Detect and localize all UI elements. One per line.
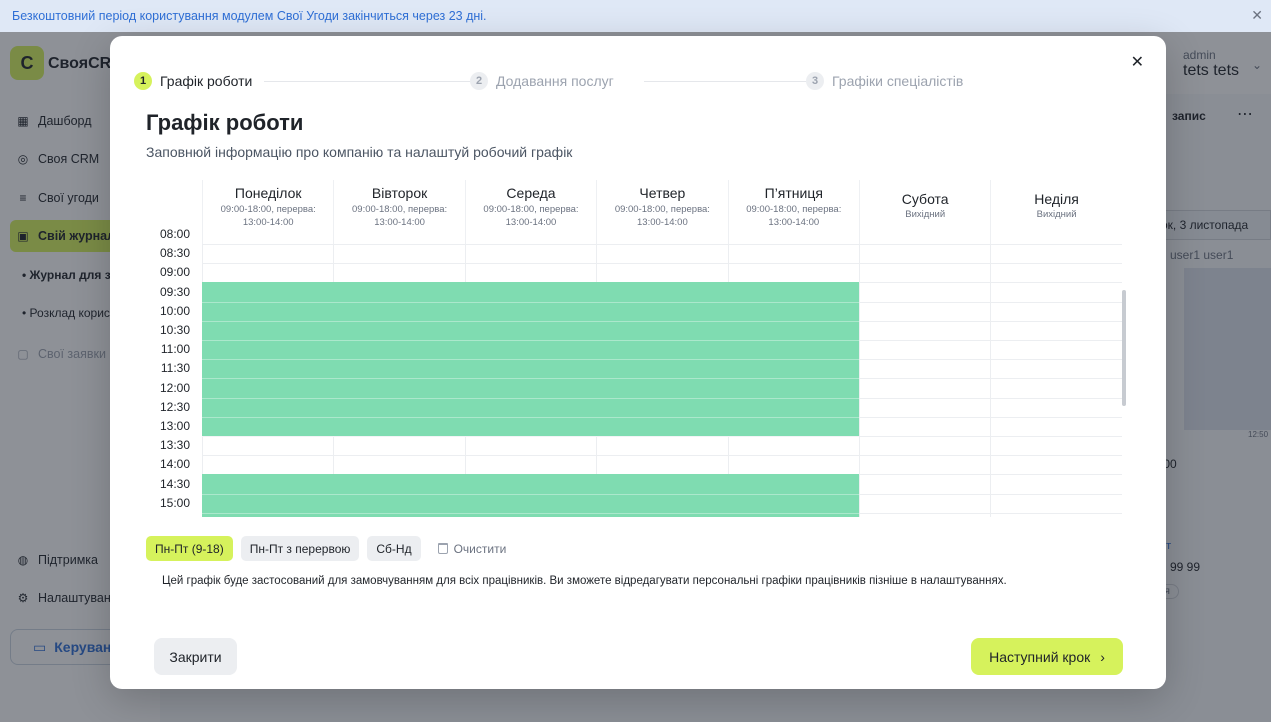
- schedule-note: Цей графік буде застосований для замовчу…: [162, 575, 1007, 587]
- time-label: 11:00: [160, 342, 190, 357]
- block-divider: [202, 340, 859, 341]
- day-header[interactable]: Середа 09:00-18:00, перерва: 13:00-14:00: [464, 180, 596, 244]
- step-number: 1: [134, 72, 152, 90]
- grid-row-line: [202, 263, 1122, 265]
- step-label: Додавання послуг: [496, 73, 614, 89]
- time-label: 12:30: [159, 399, 190, 414]
- block-divider: [202, 301, 859, 303]
- time-label: 09:00: [159, 265, 190, 280]
- step-number: 3: [806, 72, 824, 90]
- time-label: 15:00: [159, 495, 190, 510]
- step-2: 2 Додавання послуг: [470, 72, 614, 90]
- grid-row-line: [202, 244, 1122, 245]
- day-header[interactable]: Четвер 09:00-18:00, перерва: 13:00-14:00: [596, 180, 727, 244]
- next-step-button[interactable]: Наступний крок ›: [971, 638, 1123, 675]
- preset-weekdays-button[interactable]: Пн-Пт (9-18): [146, 536, 233, 561]
- step-1: 1 Графік роботи: [134, 72, 252, 90]
- time-label: 10:00: [159, 303, 190, 318]
- working-hours-block[interactable]: [202, 474, 859, 517]
- day-name: Четвер: [639, 185, 686, 201]
- preset-weekend-button[interactable]: Сб-Нд: [367, 536, 421, 561]
- time-label: 12:00: [159, 380, 190, 395]
- day-name: Понеділок: [234, 185, 302, 201]
- time-label: 11:30: [160, 361, 190, 376]
- block-divider: [202, 320, 859, 322]
- grid-row-line: [202, 436, 1122, 437]
- step-3: 3 Графіки спеціалістів: [806, 72, 963, 90]
- day-header[interactable]: Субота Вихідний: [859, 180, 990, 244]
- clear-button[interactable]: Очистити: [429, 536, 516, 561]
- block-divider: [202, 378, 859, 380]
- block-divider: [202, 359, 859, 361]
- day-header[interactable]: Неділя Вихідний: [990, 180, 1121, 244]
- grid-row-line: [202, 455, 1122, 457]
- grid-scrollbar[interactable]: [1122, 290, 1126, 406]
- trial-banner-text: Безкоштовний період користування модулем…: [12, 9, 487, 23]
- modal-subtitle: Заповнюй інформацію про компанію та нала…: [146, 144, 573, 160]
- block-divider: [202, 397, 859, 399]
- stepper: 1 Графік роботи 2 Додавання послуг 3 Гра…: [134, 72, 964, 92]
- modal-title: Графік роботи: [146, 110, 304, 135]
- time-label: 14:00: [159, 457, 190, 472]
- day-name: Вівторок: [371, 185, 428, 201]
- time-label: 09:30: [159, 284, 190, 299]
- day-hours: 09:00-18:00, перерва: 13:00-14:00: [220, 204, 316, 228]
- step-number: 2: [470, 72, 488, 90]
- trash-icon: [437, 543, 448, 554]
- time-label: 10:30: [159, 323, 190, 337]
- working-hours-block[interactable]: [202, 282, 859, 436]
- day-hours: 09:00-18:00, перерва: 13:00-14:00: [483, 204, 579, 228]
- day-name: П’ятниця: [764, 185, 823, 201]
- preset-weekdays-break-button[interactable]: Пн-Пт з перервою: [240, 536, 360, 561]
- time-label: 13:30: [159, 438, 190, 453]
- schedule-grid[interactable]: Понеділок 09:00-18:00, перерва: 13:00-14:…: [148, 180, 1128, 517]
- close-icon[interactable]: ✕: [1251, 7, 1263, 23]
- onboarding-modal: ✕ 1 Графік роботи 2 Додавання послуг 3 Г…: [110, 36, 1166, 689]
- grid-column-line: [859, 244, 860, 517]
- block-divider: [202, 493, 859, 495]
- close-button[interactable]: Закрити: [154, 638, 237, 675]
- day-hours: Вихідний: [905, 209, 946, 220]
- chevron-right-icon: ›: [1100, 648, 1105, 665]
- time-label: 14:30: [159, 476, 190, 491]
- next-step-label: Наступний крок: [989, 648, 1091, 665]
- step-label: Графіки спеціалістів: [832, 73, 964, 89]
- day-hours: 09:00-18:00, перерва: 13:00-14:00: [614, 204, 710, 228]
- step-label: Графік роботи: [160, 73, 253, 89]
- day-header[interactable]: Понеділок 09:00-18:00, перерва: 13:00-14:…: [202, 180, 333, 244]
- block-divider: [202, 436, 859, 437]
- step-connector: [264, 81, 486, 82]
- day-hours: Вихідний: [1036, 209, 1077, 220]
- close-icon[interactable]: ✕: [1130, 54, 1144, 71]
- day-name: Субота: [901, 191, 949, 207]
- time-label: 08:00: [159, 227, 190, 241]
- time-label: 13:00: [159, 419, 190, 433]
- trial-banner: Безкоштовний період користування модулем…: [0, 0, 1271, 32]
- block-divider: [202, 512, 859, 514]
- clear-button-label: Очистити: [453, 541, 507, 556]
- day-header[interactable]: Вівторок 09:00-18:00, перерва: 13:00-14:0…: [333, 180, 464, 244]
- day-header[interactable]: П’ятниця 09:00-18:00, перерва: 13:00-14:0…: [727, 180, 859, 244]
- grid-column-line: [990, 244, 992, 517]
- day-hours: 09:00-18:00, перерва: 13:00-14:00: [746, 204, 842, 228]
- day-hours: 09:00-18:00, перерва: 13:00-14:00: [352, 204, 448, 228]
- time-label: 08:30: [159, 246, 190, 261]
- step-connector: [644, 81, 822, 82]
- day-name: Неділя: [1034, 191, 1079, 207]
- day-name: Середа: [506, 185, 556, 201]
- block-divider: [202, 416, 859, 418]
- preset-bar: Пн-Пт (9-18) Пн-Пт з перервою Сб-Нд Очис…: [146, 536, 515, 561]
